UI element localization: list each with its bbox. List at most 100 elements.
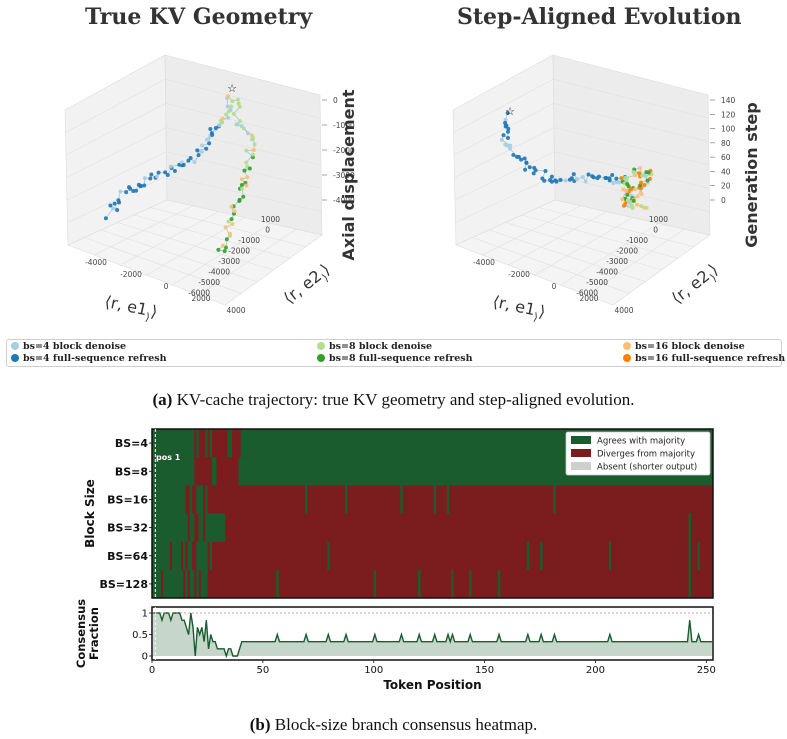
trajectory-point xyxy=(192,160,197,165)
x-tick-label: 4000 xyxy=(614,306,633,315)
y-tick-label: -3000 xyxy=(218,257,240,266)
trajectory-point xyxy=(549,179,554,184)
x-tick-label: 4000 xyxy=(226,306,245,315)
trajectory-point xyxy=(558,177,563,182)
trajectory-point xyxy=(224,112,229,117)
trajectory-point xyxy=(549,174,554,179)
row-label: BS=8 xyxy=(115,465,148,478)
heatmap-cell-agree xyxy=(540,541,543,571)
heatmap-cell-agree xyxy=(209,541,213,571)
trajectory-point xyxy=(168,164,173,169)
trajectory-point xyxy=(165,172,170,177)
grid-line xyxy=(165,127,322,166)
heatmap-cell-agree xyxy=(205,513,226,542)
heatmap-cell-agree xyxy=(418,569,421,599)
z-tick-label: 100 xyxy=(721,125,736,134)
x-tick-label: -4000 xyxy=(85,258,107,267)
x-tick-label: 2000 xyxy=(579,294,598,303)
heatmap-legend-label: Agrees with majority xyxy=(597,437,685,447)
trajectory-point xyxy=(209,131,214,136)
legend-label: bs=16 block denoise xyxy=(635,341,745,352)
subscript: ⟩ xyxy=(144,310,151,324)
trajectory-point xyxy=(635,202,640,207)
heatmap-cell-agree xyxy=(152,429,195,458)
grid-line xyxy=(453,78,554,133)
trajectory-point xyxy=(505,110,510,115)
legend-swatch xyxy=(11,342,19,350)
trajectory-point xyxy=(196,153,201,158)
caption-b-text: Block-size branch consensus heatmap. xyxy=(270,715,538,734)
trajectory-point xyxy=(504,143,509,148)
z-tick-label: 80 xyxy=(721,139,731,148)
trajectory-legend: bs=4 block denoise bs=4 full-sequence re… xyxy=(6,339,785,367)
trajectory-point xyxy=(620,197,625,202)
trajectory-point xyxy=(499,137,504,142)
heatmap-cell-agree xyxy=(469,569,472,599)
trajectory-point xyxy=(244,160,249,165)
consensus-heatmap-figure: pos 1 BS=4 BS=8 BS=16 BS=32 BS=64 BS=128 Block … xyxy=(74,428,716,692)
trajectory-point xyxy=(149,172,154,177)
z-tick-label: 0 xyxy=(721,196,726,205)
trajectory-point xyxy=(586,172,591,177)
consensus-ytick-label: 0 xyxy=(142,652,148,663)
trajectory-point xyxy=(519,157,524,162)
heatmap-cell-agree xyxy=(189,569,195,599)
trajectory-point xyxy=(116,198,121,203)
trajectory-point xyxy=(231,111,236,116)
trajectory-point xyxy=(244,148,249,153)
trajectory-point xyxy=(111,206,116,211)
trajectory-point xyxy=(516,154,521,159)
bracket: ⟩ xyxy=(149,302,159,322)
consensus-ylabel: ConsensusFraction xyxy=(74,599,101,668)
trajectory-point xyxy=(574,177,579,182)
chart-title-left: True KV Geometry xyxy=(85,4,313,30)
trajectory-point xyxy=(148,176,153,181)
z-tick-label: 60 xyxy=(721,153,731,162)
trajectory-point xyxy=(224,237,229,242)
trajectory-point xyxy=(630,206,635,211)
trajectory-point xyxy=(239,182,244,187)
caption-b: (b) Block-size branch consensus heatmap. xyxy=(0,715,787,735)
grid-line xyxy=(454,151,555,201)
heatmap-cell-agree xyxy=(185,569,188,599)
y-tick-label: -1000 xyxy=(626,236,648,245)
x-tick-label: 2000 xyxy=(191,294,210,303)
grid-line xyxy=(553,78,709,119)
trajectory-point xyxy=(523,167,528,172)
legend-swatch xyxy=(317,342,325,350)
consensus-xtick-label: 50 xyxy=(257,665,270,676)
legend-label: bs=8 block denoise xyxy=(329,341,433,352)
y-tick-label: -4000 xyxy=(596,268,618,277)
x-tick-label: -4000 xyxy=(473,258,495,267)
heatmap-cell-agree xyxy=(152,513,188,542)
grid-line xyxy=(553,103,709,142)
heatmap-cell-agree xyxy=(171,541,182,571)
heatmap-cell-agree xyxy=(152,457,195,486)
y-tick-label: -2000 xyxy=(616,247,638,256)
trajectory-point xyxy=(124,190,129,195)
trajectory-point xyxy=(239,177,244,182)
heatmap-legend-swatch xyxy=(571,436,591,444)
trajectory-point xyxy=(230,221,235,226)
y-tick-label: -6000 xyxy=(188,289,210,298)
trajectory-point xyxy=(621,187,626,192)
trajectory-point xyxy=(181,163,186,168)
row-label: BS=16 xyxy=(107,493,148,506)
trajectory-point xyxy=(251,136,256,141)
legend-swatch xyxy=(623,354,631,362)
trajectory-point xyxy=(604,175,609,180)
x-axis-label-text: ⟨r, e1⟩⟩ xyxy=(490,292,547,325)
heatmap-cell-agree xyxy=(163,569,184,599)
heatmap-cell-agree xyxy=(152,541,170,571)
trajectory-point xyxy=(524,160,529,165)
z-tick-label: -1000 xyxy=(333,121,355,130)
z-tick-label: 120 xyxy=(721,110,736,119)
heatmap-group: pos 1 BS=4 BS=8 BS=16 BS=32 BS=64 BS=128 Block … xyxy=(83,428,714,599)
trajectory-point xyxy=(226,219,231,224)
heatmap-legend-swatch xyxy=(571,462,591,470)
heatmap-cell-agree xyxy=(152,485,186,514)
trajectory-point xyxy=(632,187,637,192)
trajectory-point xyxy=(503,117,508,122)
consensus-ytick-label: 1 xyxy=(142,609,148,620)
trajectory-point xyxy=(236,101,241,106)
